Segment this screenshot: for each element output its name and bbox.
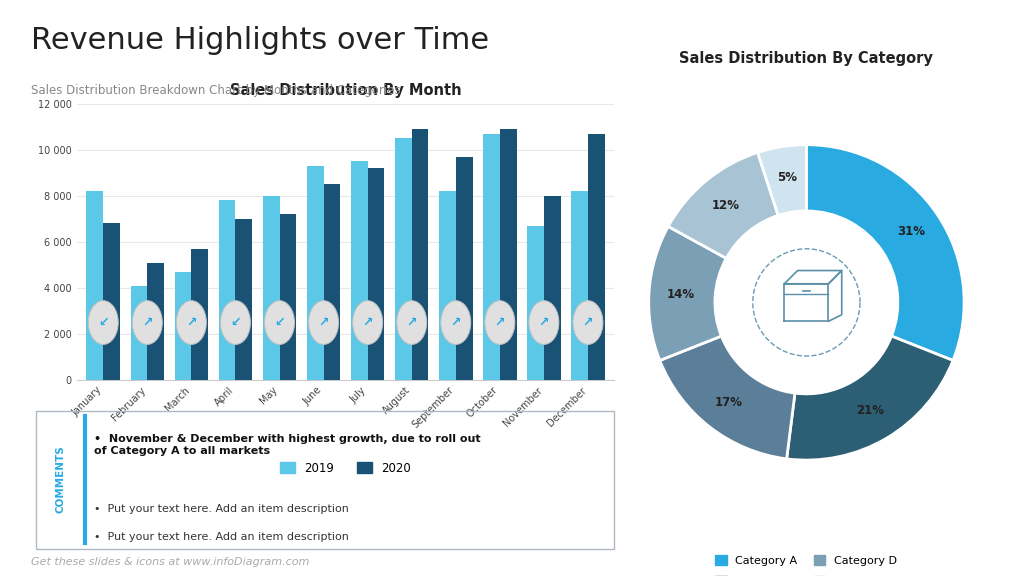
Wedge shape	[669, 153, 778, 259]
Legend: 2019, 2020: 2019, 2020	[275, 457, 416, 479]
Bar	[147, 263, 164, 380]
Ellipse shape	[264, 301, 295, 344]
Text: ↗: ↗	[362, 316, 373, 329]
Bar	[236, 219, 252, 380]
Bar	[86, 191, 103, 380]
Bar	[280, 214, 296, 380]
Bar	[439, 191, 456, 380]
Title: Sales Distribution By Category: Sales Distribution By Category	[680, 51, 933, 66]
Text: •  Put your text here. Add an item description: • Put your text here. Add an item descri…	[94, 532, 348, 542]
Text: ↗: ↗	[318, 316, 329, 329]
Bar	[412, 129, 428, 380]
Ellipse shape	[308, 301, 339, 344]
Ellipse shape	[220, 301, 251, 344]
Text: ↗: ↗	[451, 316, 461, 329]
Bar	[103, 223, 120, 380]
Text: 21%: 21%	[857, 404, 885, 418]
Text: COMMENTS: COMMENTS	[55, 446, 66, 513]
Bar	[527, 226, 544, 380]
Bar	[483, 134, 500, 380]
Bar	[456, 157, 472, 380]
Bar	[131, 286, 147, 380]
Text: 14%: 14%	[667, 288, 694, 301]
Ellipse shape	[440, 301, 471, 344]
Text: 17%: 17%	[715, 396, 743, 408]
Text: Editable data charts, Excel table: Editable data charts, Excel table	[713, 22, 941, 35]
Bar	[324, 184, 340, 380]
Text: ↗: ↗	[539, 316, 549, 329]
Bar	[544, 196, 561, 380]
Text: ↙: ↙	[230, 316, 241, 329]
Text: ↗: ↗	[583, 316, 593, 329]
Text: Revenue Highlights over Time: Revenue Highlights over Time	[31, 26, 488, 55]
Text: Sales Distribution Breakdown Chart by Months and Categories: Sales Distribution Breakdown Chart by Mo…	[31, 84, 400, 97]
Bar	[263, 196, 280, 380]
Ellipse shape	[573, 301, 603, 344]
Ellipse shape	[396, 301, 427, 344]
Text: ↙: ↙	[274, 316, 285, 329]
Text: ↙: ↙	[98, 316, 109, 329]
Bar	[571, 191, 588, 380]
Title: Sales Distribution By Month: Sales Distribution By Month	[229, 84, 462, 98]
Wedge shape	[758, 145, 807, 215]
Circle shape	[749, 245, 864, 360]
Wedge shape	[786, 336, 953, 460]
Text: •  November & December with highest growth, due to roll out
of Category A to all: • November & December with highest growt…	[94, 434, 480, 456]
Bar	[588, 134, 605, 380]
Ellipse shape	[88, 301, 118, 344]
Text: 5%: 5%	[776, 171, 797, 184]
Text: ↗: ↗	[407, 316, 417, 329]
Text: 31%: 31%	[897, 225, 925, 238]
Bar	[351, 161, 368, 380]
Text: ↗: ↗	[142, 316, 153, 329]
Bar	[395, 138, 412, 380]
Bar	[500, 129, 516, 380]
Wedge shape	[659, 336, 795, 459]
Bar	[307, 166, 324, 380]
Bar	[175, 272, 191, 380]
Bar	[191, 249, 208, 380]
Text: 12%: 12%	[712, 199, 740, 212]
Ellipse shape	[132, 301, 162, 344]
Ellipse shape	[484, 301, 515, 344]
Bar	[219, 200, 236, 380]
Wedge shape	[649, 226, 726, 361]
Ellipse shape	[352, 301, 383, 344]
Legend: Category A, Category B, Category C, Category D, Category E, Category F: Category A, Category B, Category C, Cate…	[711, 551, 902, 576]
Text: •  Put your text here. Add an item description: • Put your text here. Add an item descri…	[94, 503, 348, 514]
Text: ↗: ↗	[495, 316, 505, 329]
Ellipse shape	[176, 301, 207, 344]
Text: Get these slides & icons at www.infoDiagram.com: Get these slides & icons at www.infoDiag…	[31, 558, 309, 567]
Text: ↗: ↗	[186, 316, 197, 329]
Ellipse shape	[529, 301, 559, 344]
Wedge shape	[806, 145, 964, 361]
Bar	[368, 168, 384, 380]
